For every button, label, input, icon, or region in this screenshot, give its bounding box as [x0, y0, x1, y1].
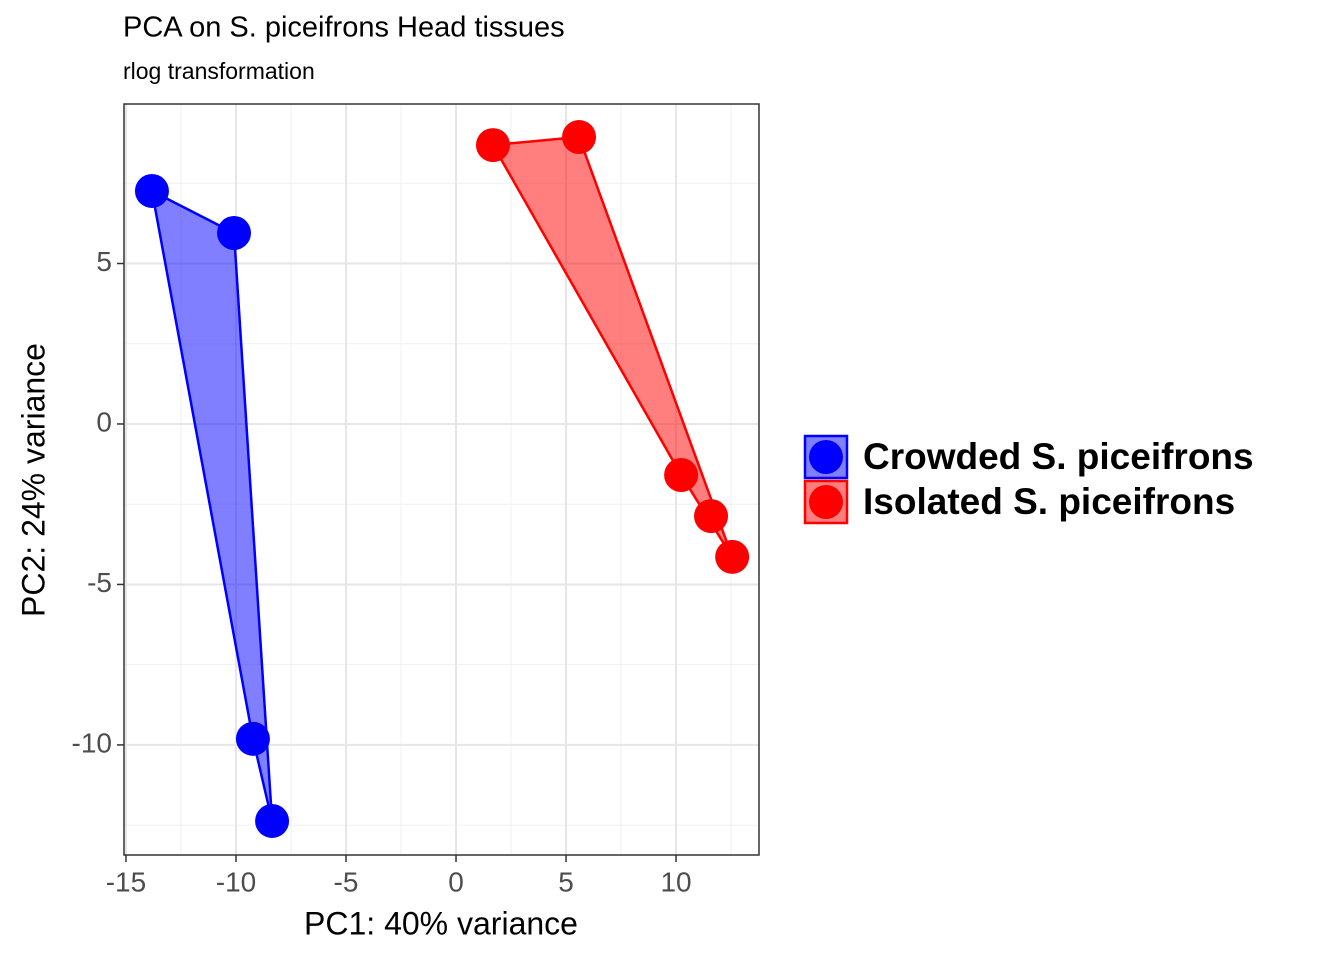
point	[694, 499, 729, 534]
point	[475, 128, 510, 163]
point	[235, 721, 270, 756]
chart-subtitle: rlog transformation	[123, 58, 315, 84]
hull	[491, 135, 734, 559]
y-tick-label: -10	[72, 727, 112, 758]
x-tick-label: -5	[334, 866, 359, 897]
legend-marker	[809, 440, 843, 474]
legend-marker	[809, 485, 843, 519]
legend-label: Crowded S. piceifrons	[863, 436, 1254, 477]
x-tick-label: -15	[106, 866, 146, 897]
point	[134, 173, 169, 208]
legend-label: Isolated S. piceifrons	[863, 481, 1235, 522]
y-axis-label: PC2: 24% variance	[15, 343, 51, 617]
point	[562, 120, 597, 155]
y-tick-label: 0	[96, 406, 112, 437]
point	[715, 539, 750, 574]
x-tick-label: 10	[660, 866, 691, 897]
y-tick-label: 5	[96, 246, 112, 277]
x-tick-label: -10	[216, 866, 256, 897]
x-tick-label: 5	[558, 866, 574, 897]
chart-title: PCA on S. piceifrons Head tissues	[123, 12, 565, 44]
y-tick-label: -5	[87, 567, 112, 598]
x-tick-label: 0	[448, 866, 464, 897]
plot-border	[123, 103, 760, 856]
x-axis-label: PC1: 40% variance	[304, 905, 578, 941]
point	[255, 803, 290, 838]
point	[217, 216, 252, 251]
point	[664, 458, 699, 493]
